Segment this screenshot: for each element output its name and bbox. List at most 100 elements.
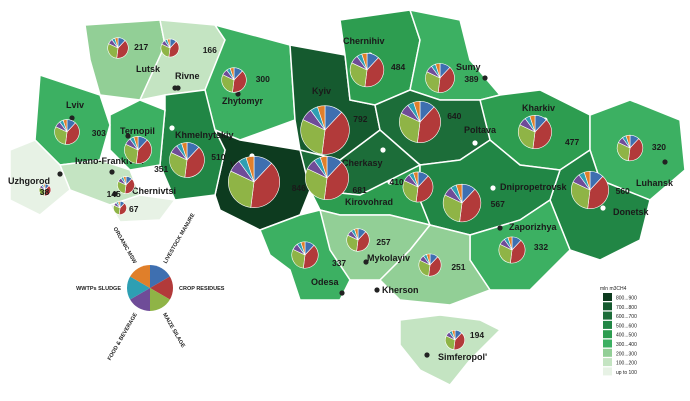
pie-vinnytsya-slice-crop-residues (250, 162, 280, 208)
region-uzhgorod[interactable] (9, 139, 71, 216)
city-label-luhansk: Luhansk (636, 178, 674, 188)
value-label-khmelnytskiy: 510 (211, 152, 225, 162)
pie-legend-label: CROP RESIDUES (179, 286, 225, 292)
value-label-poltava: 640 (447, 111, 461, 121)
legend-label: 300...400 (616, 342, 637, 348)
legend-label: 200...300 (616, 351, 637, 357)
pie-kharkiv-slice-organic-msw (529, 115, 536, 133)
pie-simferopol-slice-crop-residues (453, 332, 466, 350)
legend-label: 800...900 (616, 296, 637, 302)
pie-legend-label: ORGANIC MSW (112, 226, 138, 265)
pie-chernihiv (349, 52, 385, 88)
legend-swatch (603, 339, 612, 348)
pie-ternopil (124, 136, 152, 164)
region-simferopol[interactable] (399, 314, 502, 386)
value-label-ivano-frankivsk: 145 (107, 189, 121, 199)
pie-ivano-frankivsk-slice-organic-msw (122, 176, 127, 186)
pie-zaporizhya-slice-maize-silage (498, 244, 513, 264)
value-label-sumy: 389 (464, 74, 478, 84)
pie-cherkasy-slice-crop-residues (323, 161, 349, 200)
city-dot-kherson (374, 287, 380, 293)
pie-ternopil-slice-maize-silage (124, 143, 139, 164)
pie-chernivtsi (113, 201, 127, 215)
pie-kirovohrad-slice-maize-silage (402, 180, 419, 203)
pie-ternopil-slice-organic-msw (133, 136, 139, 151)
city-label-lviv: Lviv (66, 100, 84, 110)
city-label-cherkasy: Cherkasy (342, 158, 383, 168)
city-dot-lviv (69, 115, 75, 121)
pie-vinnytsya-slice-organic-msw (245, 156, 255, 183)
pie-zaporizhya (498, 236, 526, 264)
pie-odesa-slice-crop-residues (303, 244, 319, 269)
pie-kyiv (300, 105, 350, 155)
pie-kirovohrad (402, 171, 434, 203)
value-label-odesa: 337 (332, 258, 346, 268)
pie-donetsk-slice-organic-msw (583, 171, 591, 191)
city-dot-dnipropetrovsk (490, 185, 496, 191)
city-label-rivne: Rivne (175, 71, 200, 81)
pie-legend-slice-crop-residues (150, 276, 173, 300)
pie-donetsk (571, 171, 609, 209)
pie-simferopol-slice-organic-msw (451, 329, 456, 341)
value-label-kyiv: 792 (353, 114, 367, 124)
value-label-dnipropetrovsk: 567 (491, 199, 505, 209)
pie-kirovohrad-slice-organic-msw (412, 171, 419, 188)
pie-vinnytsya-slice-maize-silage (228, 170, 255, 208)
pie-sumy (425, 63, 455, 93)
pie-dnipropetrovsk-slice-maize-silage (442, 194, 463, 223)
region-sumy[interactable] (408, 9, 502, 101)
pie-poltava-slice-crop-residues (417, 106, 441, 143)
value-label-vinnytsya: 846 (292, 183, 306, 193)
value-label-ternopil: 351 (154, 164, 168, 174)
pie-cherkasy (305, 156, 349, 200)
legend-swatch (603, 302, 612, 311)
value-legend: mln m3CH4 800...900 700...800 600...700 500… (600, 286, 637, 376)
pie-legend-slice-wwtps-sludge (127, 276, 150, 300)
city-dot-zhytomyr (235, 91, 241, 97)
city-dot-chernivtsi (112, 191, 118, 197)
pie-kherson-slice-crop-residues (428, 256, 442, 277)
pie-lviv (54, 119, 80, 145)
pie-lutsk-slice-organic-msw (114, 37, 119, 49)
city-label-poltava: Poltava (464, 125, 497, 135)
legend-swatch (603, 358, 612, 367)
city-label-ternopil: Ternopil (120, 126, 155, 136)
pie-ivano-frankivsk (117, 176, 135, 194)
pie-legend-label: LIVESTOCK MANURE (163, 212, 197, 265)
city-dot-sumy (482, 75, 488, 81)
pie-cherkasy-slice-organic-msw (319, 156, 328, 179)
region-chernivtsi[interactable] (108, 194, 177, 223)
pie-mykolayiv (346, 228, 370, 252)
pie-vinnytsya (228, 156, 280, 208)
city-dot-luhansk (662, 159, 668, 165)
pie-legend-label: FOOD & BEVERAGE (107, 312, 139, 362)
pie-sumy-slice-crop-residues (437, 66, 455, 93)
pie-uzhgorod-slice-organic-msw (42, 183, 46, 191)
city-dot-khmelnytskiy (169, 125, 175, 131)
pie-zhytomyr-slice-organic-msw (229, 67, 235, 81)
legend-label: 600...700 (616, 314, 637, 320)
pie-chernivtsi-slice-organic-msw (117, 201, 121, 209)
city-label-chernivtsi: Chernivtsi (132, 186, 176, 196)
pie-zaporizhya-slice-organic-msw (507, 236, 513, 251)
city-label-ivano-frankivsk: Ivano-Frankivsk (75, 156, 145, 166)
pie-ternopil-slice-crop-residues (135, 139, 152, 164)
city-dot-odesa (339, 290, 345, 296)
legend-label: 700...800 (616, 305, 637, 311)
city-dot-rivne (175, 85, 181, 91)
value-label-chernihiv: 484 (391, 62, 405, 72)
pie-kherson-slice-organic-msw (426, 253, 431, 266)
pie-chernihiv-slice-organic-msw (361, 52, 368, 71)
pie-legend-label: MAIZE SILAGE (161, 312, 186, 349)
value-label-simferopol: 194 (470, 330, 484, 340)
city-label-lutsk: Lutsk (136, 64, 161, 74)
pie-chernihiv-slice-crop-residues (364, 57, 385, 88)
pie-luhansk (616, 134, 644, 162)
pie-poltava (399, 101, 441, 143)
pie-luhansk-slice-maize-silage (616, 142, 631, 162)
pie-poltava-slice-organic-msw (413, 101, 421, 123)
pie-kyiv-slice-crop-residues (321, 111, 350, 155)
city-label-zhytomyr: Zhytomyr (222, 96, 264, 106)
city-label-khmelnytskiy: Khmelnytskiy (175, 130, 234, 140)
pie-lviv-slice-organic-msw (62, 119, 68, 133)
